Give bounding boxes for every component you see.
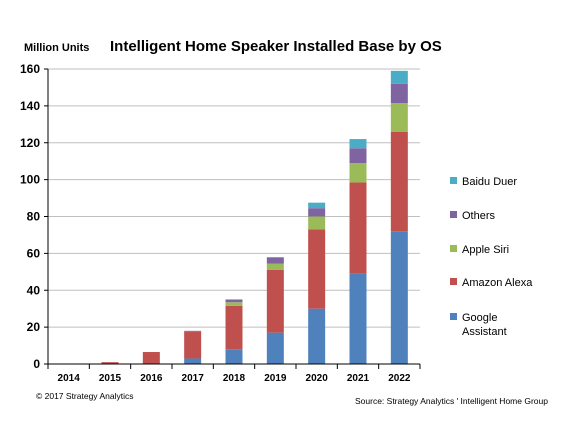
bar-2019-google-assistant: [266, 332, 284, 364]
bar-2020-baidu-duer: [308, 202, 326, 209]
legend: Baidu Duer Others Apple Siri Amazon Alexa Go…: [450, 176, 533, 338]
x-tick-label-1: 2015: [99, 373, 122, 384]
source-note: Source: Strategy Analytics ' Intelligent…: [355, 396, 548, 406]
legend-swatch-others: [450, 211, 457, 218]
bar-2020-apple-siri: [308, 216, 326, 230]
bar-2022-apple-siri: [390, 103, 408, 132]
y-tick-label-2: 40: [27, 283, 41, 297]
x-tick-label-6: 2020: [306, 373, 329, 384]
x-tick-label-8: 2022: [388, 373, 411, 384]
y-tick-label-5: 100: [20, 173, 40, 187]
legend-swatch-apple-siri: [450, 245, 457, 252]
y-tick-label-7: 140: [20, 99, 40, 113]
bar-2021-apple-siri: [349, 163, 367, 183]
bar-2019-others: [266, 257, 284, 264]
bar-2022-baidu-duer: [390, 70, 408, 84]
bar-2017-others: [184, 330, 202, 332]
y-tick-labels: 0 20 40 60 80 100 120 140 160: [20, 62, 40, 371]
bar-2020-google-assistant: [308, 308, 326, 364]
legend-label-google-assistant: Google: [462, 312, 497, 324]
y-tick-label-3: 60: [27, 246, 41, 260]
bar-2022-others: [390, 83, 408, 104]
bar-2016-amazon-alexa: [142, 352, 160, 364]
x-tick-label-7: 2021: [347, 373, 370, 384]
legend-swatch-baidu-duer: [450, 177, 457, 184]
copyright-note: © 2017 Strategy Analytics: [36, 391, 133, 401]
bar-2021-others: [349, 148, 367, 164]
y-tick-label-6: 120: [20, 136, 40, 150]
bar-2019-amazon-alexa: [266, 269, 284, 333]
bar-2020-others: [308, 208, 326, 217]
bar-2018-others: [225, 299, 243, 303]
bar-2020-amazon-alexa: [308, 229, 326, 309]
y-tick-label-4: 80: [27, 210, 41, 224]
axes-group: [44, 68, 421, 369]
legend-label-amazon-alexa: Amazon Alexa: [462, 277, 533, 289]
bar-2021-baidu-duer: [349, 139, 367, 149]
bar-2017-amazon-alexa: [184, 331, 202, 359]
bar-2018-amazon-alexa: [225, 305, 243, 350]
x-tick-label-4: 2018: [223, 373, 246, 384]
bar-2021-amazon-alexa: [349, 182, 367, 274]
bar-2022-google-assistant: [390, 231, 408, 364]
chart-title: Intelligent Home Speaker Installed Base …: [110, 38, 442, 55]
y-tick-label-0: 0: [33, 357, 40, 371]
x-tick-label-0: 2014: [58, 373, 81, 384]
legend-swatch-google-assistant: [450, 313, 457, 320]
y-tick-label-1: 20: [27, 320, 41, 334]
bar-2022-amazon-alexa: [390, 131, 408, 232]
bar-2018-google-assistant: [225, 349, 243, 364]
x-tick-label-3: 2017: [182, 373, 205, 384]
x-tick-labels: 2014 2015 2016 2017 2018 2019 2020 2021 2022: [58, 373, 411, 384]
legend-label-google-assistant-line2: Assistant: [462, 326, 507, 338]
bar-2015-amazon-alexa: [101, 362, 119, 364]
legend-label-baidu-duer: Baidu Duer: [462, 176, 517, 188]
bar-2019-apple-siri: [266, 263, 284, 270]
y-axis-unit-label: Million Units: [24, 42, 89, 54]
y-gridlines: [48, 68, 420, 328]
bar-2021-google-assistant: [349, 273, 367, 364]
legend-label-apple-siri: Apple Siri: [462, 244, 509, 256]
x-tick-label-5: 2019: [264, 373, 287, 384]
bars-group: [101, 70, 408, 364]
y-tick-label-8: 160: [20, 62, 40, 76]
bar-2018-apple-siri: [225, 302, 243, 306]
legend-swatch-amazon-alexa: [450, 278, 457, 285]
bar-2019-baidu-duer: [266, 257, 284, 258]
x-tick-label-2: 2016: [140, 373, 163, 384]
bar-2017-google-assistant: [184, 358, 202, 364]
legend-label-others: Others: [462, 210, 496, 222]
